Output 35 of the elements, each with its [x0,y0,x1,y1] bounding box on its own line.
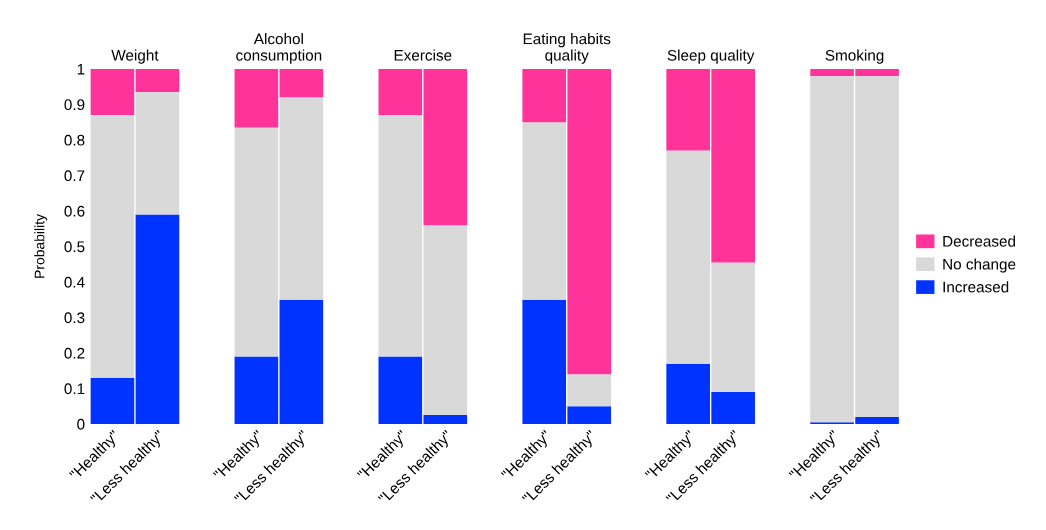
bar [135,214,180,424]
y-tick-label: 0.2 [64,347,85,359]
y-tick-label: 0 [77,418,85,430]
chart-title: Alcohol consumption [236,33,322,64]
bar [234,356,279,424]
y-tick-label: 0.6 [64,205,85,217]
bar [567,374,612,407]
y-tick-label: 0.1 [64,383,85,395]
y-tick-label: 0.5 [64,241,85,253]
bar [522,122,567,300]
bar [90,377,135,424]
chart-title: Smoking [825,49,884,64]
chart-title: Exercise [394,49,452,61]
bar [279,68,324,98]
chart-title: Weight [111,49,159,64]
bar [279,97,324,300]
bar [90,68,135,116]
bar [234,68,279,128]
legend-label: Increased [943,281,1009,293]
y-tick-label: 0.4 [64,276,85,288]
y-axis-title: Probability [34,214,48,278]
y-tick-label: 0.9 [64,99,85,111]
legend-label: Decreased [943,235,1015,247]
chart-title: Eating habits quality [523,33,611,64]
y-tick-label: 1 [77,63,85,75]
bar [135,68,180,92]
bar [135,91,180,215]
bar [90,115,135,378]
y-tick-label: 0.8 [64,134,85,146]
bar [234,127,279,357]
y-tick-label: 0.3 [64,312,85,324]
y-tick-label: 0.7 [64,170,85,182]
legend-label: No change [943,258,1016,273]
chart-title: Sleep quality [667,49,755,64]
bar [279,299,324,424]
